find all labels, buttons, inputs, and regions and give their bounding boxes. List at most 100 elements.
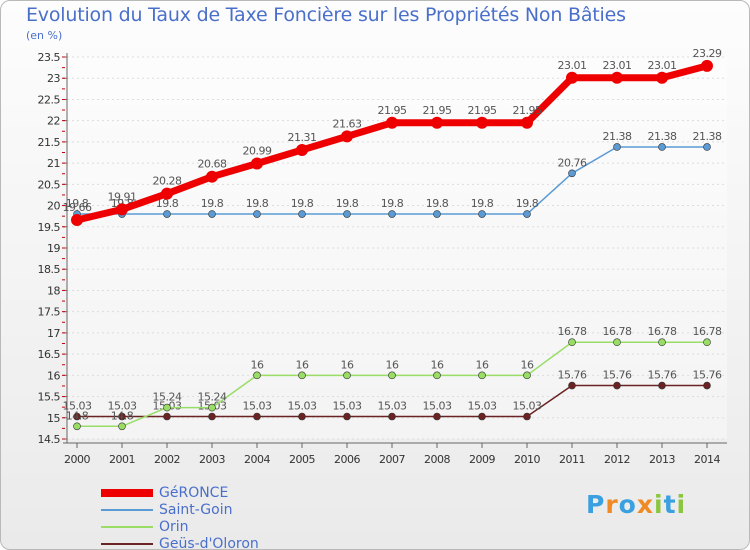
- data-label: 15.03: [108, 400, 137, 413]
- data-label: 19.8: [201, 197, 224, 210]
- data-label: 19.8: [156, 197, 179, 210]
- data-label: 14.8: [66, 409, 89, 422]
- data-label: 19.8: [426, 197, 449, 210]
- x-tick-label: 2007: [379, 453, 405, 466]
- x-tick-label: 2003: [199, 453, 225, 466]
- y-tick-label: 15.5: [38, 391, 61, 404]
- data-label: 15.76: [693, 369, 722, 382]
- data-label: 23.01: [603, 59, 632, 72]
- y-tick-label: 22: [47, 115, 60, 128]
- data-point: [251, 157, 263, 170]
- data-point: [343, 412, 351, 421]
- data-point: [298, 210, 306, 218]
- data-point: [163, 210, 171, 218]
- x-tick-label: 2006: [334, 453, 360, 466]
- data-point: [658, 143, 666, 151]
- data-point: [208, 403, 216, 412]
- data-point: [566, 71, 578, 84]
- data-label: 15.76: [603, 369, 632, 382]
- y-tick-label: 17.5: [38, 306, 61, 319]
- logo-letter: x: [636, 490, 654, 519]
- data-label: 21.95: [423, 104, 452, 117]
- legend-swatch: [101, 526, 153, 528]
- data-label: 15.03: [63, 400, 92, 413]
- y-tick-label: 21: [47, 157, 60, 170]
- logo-letter: o: [618, 490, 637, 519]
- data-point: [208, 412, 216, 421]
- x-tick-label: 2012: [604, 453, 630, 466]
- data-point: [206, 170, 218, 183]
- data-label: 16.78: [558, 325, 587, 338]
- data-point: [523, 412, 531, 421]
- data-label: 21.38: [648, 130, 677, 143]
- data-point: [433, 371, 441, 380]
- logo-letter: i: [654, 490, 664, 519]
- data-label: 15.24: [153, 391, 182, 404]
- data-point: [611, 71, 623, 84]
- data-point: [343, 210, 351, 218]
- data-point: [73, 412, 81, 421]
- data-label: 15.76: [648, 369, 677, 382]
- y-tick-label: 18.5: [38, 263, 61, 276]
- data-label: 16: [341, 358, 354, 371]
- data-label: 21.38: [603, 130, 632, 143]
- data-point: [118, 422, 126, 431]
- data-label: 23.01: [648, 59, 677, 72]
- data-point: [523, 371, 531, 380]
- x-tick-label: 2001: [109, 453, 135, 466]
- x-tick-label: 2014: [694, 453, 720, 466]
- y-tick-label: 23.5: [38, 51, 61, 64]
- data-label: 21.63: [333, 117, 362, 130]
- x-tick-label: 2013: [649, 453, 675, 466]
- y-tick-label: 14.5: [38, 433, 61, 446]
- data-point: [73, 422, 81, 431]
- data-point: [386, 116, 398, 129]
- proxiti-logo: Proxiti: [586, 490, 686, 519]
- data-label: 16: [296, 358, 309, 371]
- data-label: 21.95: [378, 104, 407, 117]
- data-label: 15.03: [423, 400, 452, 413]
- y-tick-label: 23: [47, 72, 60, 85]
- data-point: [658, 338, 666, 347]
- data-label: 23.01: [558, 59, 587, 72]
- data-label: 16: [386, 358, 399, 371]
- data-point: [298, 371, 306, 380]
- data-label: 21.95: [513, 104, 542, 117]
- data-label: 20.28: [153, 175, 182, 188]
- logo-letter: i: [676, 490, 687, 519]
- data-label: 15.03: [513, 400, 542, 413]
- y-axis-unit-label: (en %): [26, 29, 63, 42]
- legend-label: Geüs-d'Oloron: [159, 536, 259, 550]
- x-tick-label: 2010: [514, 453, 540, 466]
- data-label: 21.38: [693, 130, 722, 143]
- legend-label: Orin: [159, 519, 189, 535]
- y-tick-label: 20: [47, 200, 60, 213]
- data-point: [116, 203, 128, 216]
- data-point: [253, 412, 261, 421]
- data-label: 20.99: [243, 145, 272, 158]
- y-tick-label: 16: [47, 369, 60, 382]
- legend-swatch: [101, 509, 153, 511]
- data-label: 16: [476, 358, 489, 371]
- x-tick-label: 2009: [469, 453, 495, 466]
- data-label: 16.78: [693, 325, 722, 338]
- data-label: 19.66: [63, 201, 92, 214]
- logo-letter: r: [605, 490, 619, 519]
- data-label: 15.03: [378, 400, 407, 413]
- data-point: [433, 412, 441, 421]
- data-label: 16: [431, 358, 444, 371]
- data-point: [298, 412, 306, 421]
- x-tick-label: 2011: [559, 453, 585, 466]
- logo-letter: t: [663, 490, 677, 519]
- data-point: [701, 59, 713, 72]
- data-label: 23.29: [693, 47, 722, 60]
- data-point: [478, 412, 486, 421]
- y-tick-label: 21.5: [38, 136, 61, 149]
- y-tick-label: 18: [47, 284, 60, 297]
- data-point: [568, 169, 576, 178]
- chart-title: Evolution du Taux de Taxe Foncière sur l…: [26, 4, 626, 26]
- data-point: [388, 412, 396, 421]
- data-point: [521, 116, 533, 129]
